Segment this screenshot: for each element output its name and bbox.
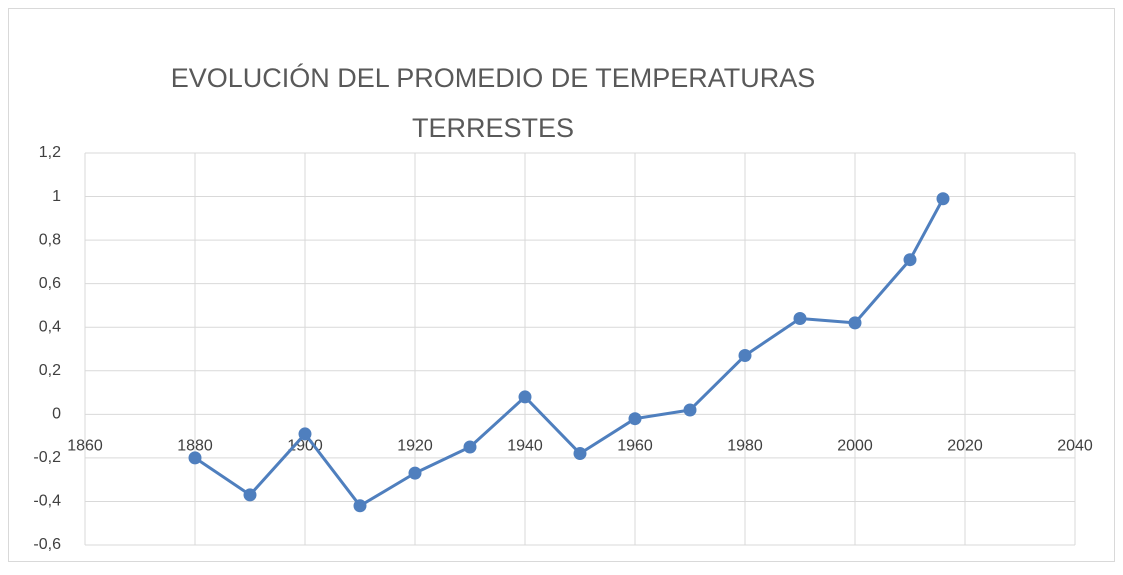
data-point: [298, 427, 312, 441]
data-point: [738, 349, 752, 363]
y-tick-label: 1: [52, 188, 61, 205]
x-tick-label: 1860: [67, 438, 103, 455]
x-tick-label: 1940: [507, 438, 543, 455]
y-tick-label: 0,2: [39, 362, 61, 379]
y-tick-label: 0: [52, 406, 61, 423]
x-tick-label: 2020: [947, 438, 983, 455]
x-tick-label: 1920: [397, 438, 433, 455]
x-tick-label: 2040: [1057, 438, 1093, 455]
chart-title: EVOLUCIÓN DEL PROMEDIO DE TEMPERATURAS: [171, 62, 816, 93]
data-point: [936, 192, 950, 206]
data-point: [518, 390, 532, 404]
data-point: [188, 451, 202, 465]
data-point: [628, 412, 642, 426]
y-tick-label: -0,2: [33, 449, 61, 466]
data-point: [793, 312, 807, 326]
y-tick-label: 0,4: [39, 318, 61, 335]
data-point: [573, 447, 587, 461]
data-point: [353, 499, 367, 513]
data-point: [463, 440, 477, 454]
data-point: [243, 488, 257, 502]
y-tick-label: 1,2: [39, 144, 61, 161]
x-tick-label: 1980: [727, 438, 763, 455]
data-point: [903, 253, 917, 267]
y-tick-label: -0,4: [33, 493, 61, 510]
data-point: [408, 466, 422, 480]
y-tick-label: 0,8: [39, 231, 61, 248]
x-tick-label: 2000: [837, 438, 873, 455]
chart-title: TERRESTES: [412, 113, 574, 143]
chart-border: [8, 8, 1115, 562]
data-point: [683, 403, 697, 417]
x-tick-label: 1960: [617, 438, 653, 455]
y-tick-label: -0,6: [33, 536, 61, 553]
data-point: [848, 316, 862, 330]
x-tick-label: 1880: [177, 438, 213, 455]
y-tick-label: 0,6: [39, 275, 61, 292]
